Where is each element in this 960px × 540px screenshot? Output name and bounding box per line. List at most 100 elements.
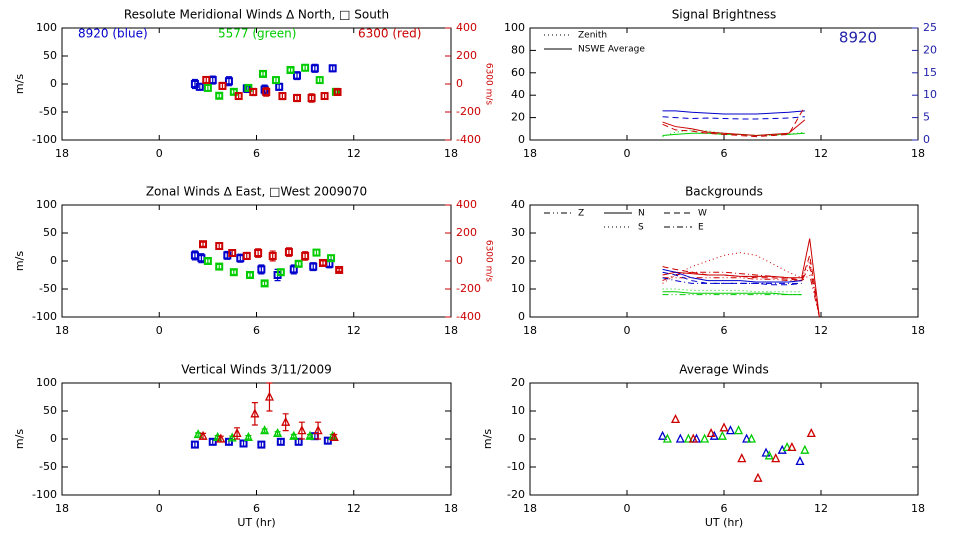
y-tick-label: -10: [507, 460, 525, 473]
y-tick-label: 100: [36, 376, 57, 389]
y-tick-label: -100: [32, 310, 57, 323]
x-tick-label: 0: [156, 324, 163, 337]
point: [658, 430, 668, 440]
point: [753, 472, 763, 482]
y-tick-label: -50: [39, 282, 57, 295]
series-line: [662, 132, 805, 137]
point: [771, 453, 781, 463]
series-line: [662, 291, 802, 296]
plot-frame: [61, 27, 452, 141]
point: [309, 262, 318, 271]
error-bar: [306, 433, 313, 439]
point: [746, 433, 757, 443]
legend-label: NSWE Average: [578, 45, 645, 55]
error-bar: [266, 382, 273, 412]
point: [218, 81, 227, 90]
x-tick-label: 18: [444, 324, 458, 337]
point: [276, 437, 285, 446]
x-tick-label: 12: [347, 502, 361, 515]
series-line: [662, 106, 806, 138]
point: [229, 87, 238, 96]
point: [202, 75, 211, 84]
error-bar: [274, 431, 281, 436]
point: [257, 265, 266, 274]
point: [764, 450, 774, 460]
point: [733, 425, 744, 435]
series-line: [662, 265, 820, 318]
y-tick-label: 30: [511, 226, 525, 239]
series-line: [662, 277, 802, 284]
y2-tick-label: -400: [456, 310, 481, 323]
point: [289, 265, 298, 274]
x-axis-label: UT (hr): [705, 516, 743, 529]
point: [228, 249, 237, 258]
point: [688, 433, 698, 443]
error-bar: [261, 428, 268, 433]
x-tick-label: 18: [911, 324, 925, 337]
legend-label: Zenith: [578, 31, 607, 41]
point: [284, 248, 293, 257]
x-tick-label: 6: [721, 147, 728, 160]
point: [297, 425, 307, 435]
point: [737, 453, 747, 463]
point: [312, 248, 321, 257]
point: [301, 251, 310, 260]
point: [328, 64, 337, 73]
y2-tick-label: -400: [456, 133, 481, 146]
x-tick-label: 18: [523, 324, 537, 337]
y-tick-label: 0: [518, 133, 525, 146]
point: [224, 77, 233, 86]
point: [305, 430, 315, 440]
series-line: [662, 110, 805, 115]
point: [313, 425, 323, 435]
x-tick-label: 12: [814, 502, 828, 515]
point: [335, 265, 344, 274]
y-tick-label: 20: [511, 111, 525, 124]
x-tick-label: 18: [911, 147, 925, 160]
point: [293, 94, 302, 102]
error-bar: [282, 413, 289, 432]
y2-tick-label: 10: [923, 88, 937, 101]
x-tick-label: 6: [721, 502, 728, 515]
annotation: 8920: [839, 29, 877, 47]
point: [234, 92, 243, 101]
series-line: [662, 252, 820, 318]
point: [315, 76, 324, 85]
series-line: [662, 116, 805, 120]
y-tick-label: 40: [511, 88, 525, 101]
chart-title: Average Winds: [679, 363, 769, 377]
point: [273, 427, 283, 438]
y-tick-label: 20: [511, 376, 525, 389]
point: [717, 430, 727, 440]
point: [795, 455, 805, 466]
point: [260, 279, 269, 288]
point: [307, 94, 316, 102]
point: [329, 431, 339, 441]
point: [246, 271, 255, 279]
chart-title: Backgrounds: [685, 185, 763, 199]
point: [242, 251, 251, 260]
point: [198, 430, 208, 440]
x-tick-label: 0: [156, 502, 163, 515]
point: [800, 444, 810, 454]
x-tick-label: 18: [55, 502, 69, 515]
point: [327, 254, 336, 263]
point: [293, 71, 302, 80]
point: [719, 422, 729, 432]
x-tick-label: 18: [55, 147, 69, 160]
chart-title: Vertical Winds 3/11/2009: [181, 363, 332, 377]
point: [278, 92, 287, 101]
y-tick-label: -100: [32, 488, 57, 501]
y-axis-label: m/s: [481, 429, 494, 449]
x-tick-label: 6: [253, 324, 260, 337]
x-tick-label: 18: [55, 324, 69, 337]
point: [227, 432, 237, 442]
error-bar: [245, 435, 252, 440]
y2-tick-label: 0: [456, 254, 463, 267]
y2-tick-label: 200: [456, 49, 477, 62]
series-line: [662, 274, 820, 318]
y-tick-label: 0: [518, 432, 525, 445]
point: [675, 433, 685, 443]
chart-title: Resolute Meridional Winds ∆ North, □ Sou…: [124, 8, 389, 22]
y2-tick-label: 15: [923, 66, 937, 79]
